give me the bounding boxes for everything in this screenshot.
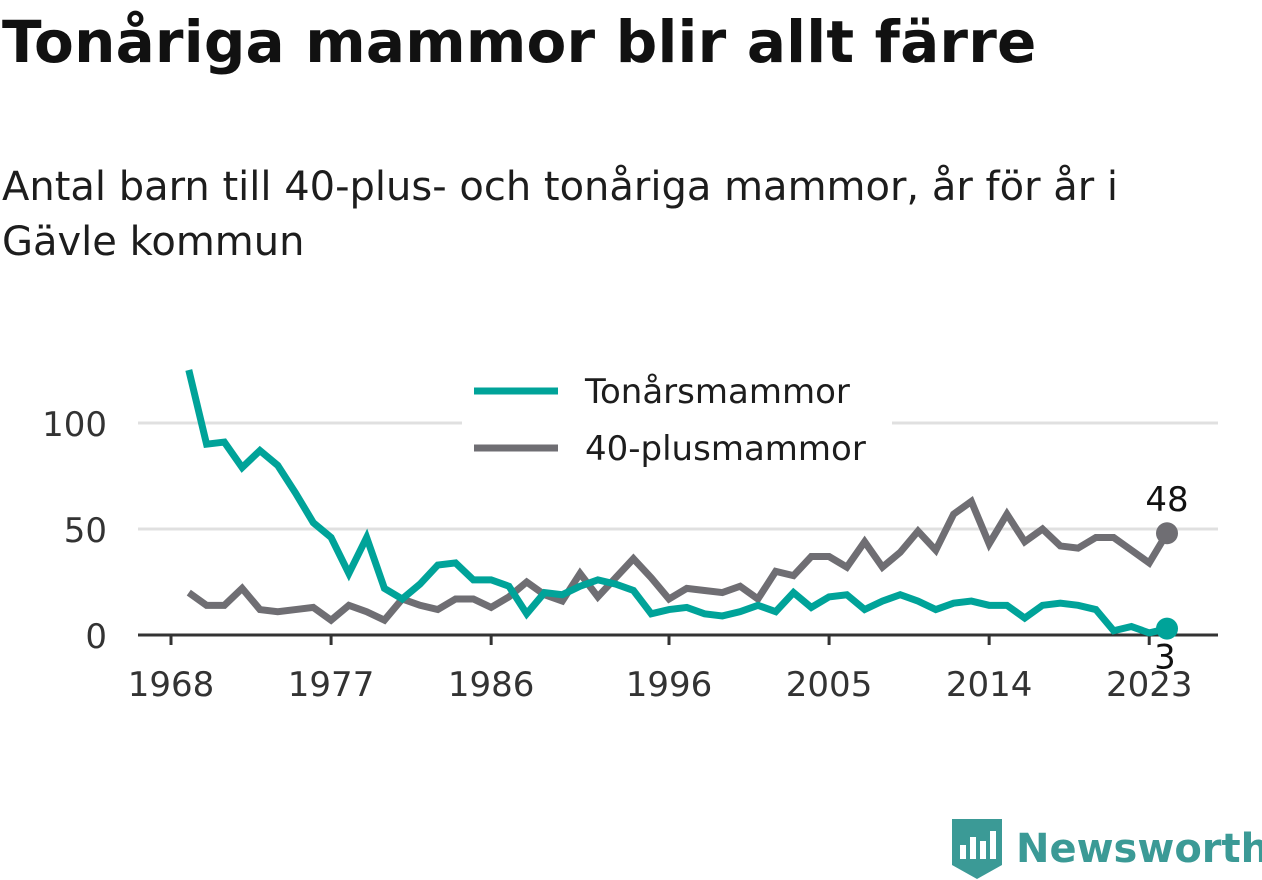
chart-title: Tonåriga mammor blir allt färre [2, 8, 1037, 76]
series-lines [185, 369, 1178, 640]
end-point-40-plusmammor [1156, 522, 1178, 545]
brand-logo: Newsworthy [952, 818, 1262, 880]
x-tick-label: 1968 [128, 665, 215, 705]
x-tick-label: 2023 [1106, 665, 1193, 705]
x-tick-label: 1996 [626, 665, 713, 705]
y-tick-label: 100 [42, 405, 107, 445]
y-tick-label: 50 [64, 511, 107, 551]
x-tick-label: 2014 [946, 665, 1033, 705]
y-tick-label: 0 [85, 617, 107, 657]
end-point-tonarsmammor [1156, 617, 1178, 640]
legend-background [462, 363, 892, 481]
x-tick-label: 1977 [288, 665, 375, 705]
end-labels: 48 3 [1145, 480, 1188, 677]
legend: Tonårsmammor 40-plusmammor [462, 363, 892, 481]
brand-name: Newsworthy [1016, 826, 1262, 872]
legend-label: 40-plusmammor [585, 429, 866, 469]
series-line-tonarsmammor [185, 369, 1168, 637]
chart-subtitle: Antal barn till 40-plus- och tonåriga ma… [2, 164, 1119, 265]
end-label-tonarsmammor: 3 [1154, 638, 1176, 678]
x-tick-label: 1986 [448, 665, 535, 705]
end-label-40-plusmammor: 48 [1145, 480, 1188, 520]
x-tick-label: 2005 [786, 665, 873, 705]
newsworthy-logo-icon [952, 819, 1002, 879]
legend-label: Tonårsmammor [584, 372, 850, 412]
x-axis: 1968 1977 1986 1996 2005 2014 2023 [128, 633, 1218, 705]
y-axis-labels: 0 50 100 [42, 405, 107, 657]
series-line-40-plusmammor [186, 496, 1171, 625]
